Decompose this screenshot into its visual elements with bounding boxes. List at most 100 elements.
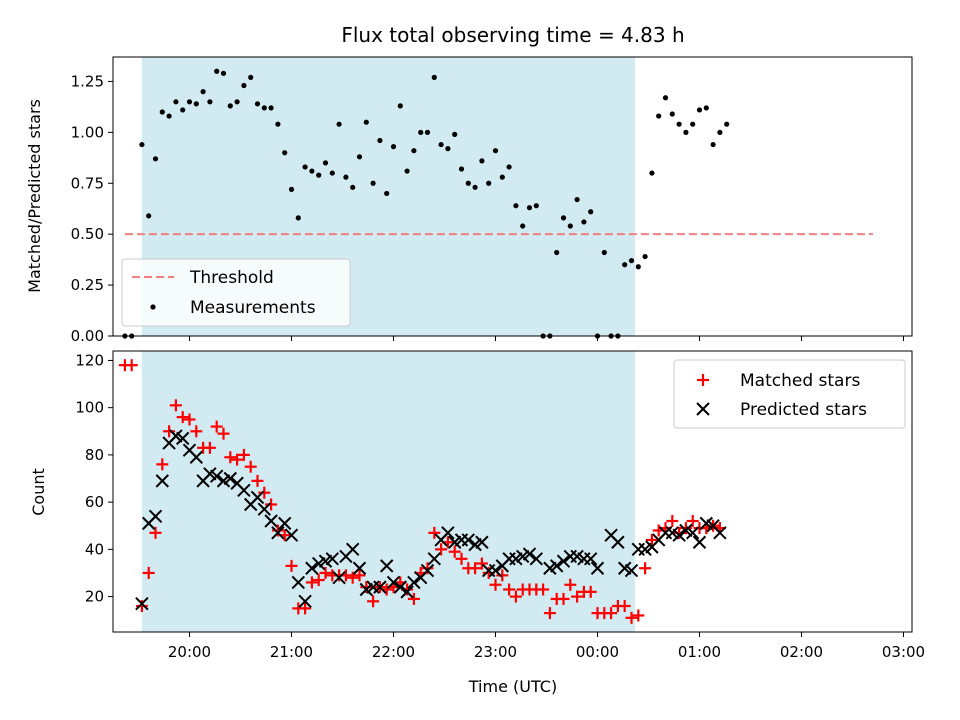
- measurement-point: [288, 186, 295, 192]
- predicted-star-point: [352, 561, 367, 575]
- bottom-y-tick-label: 80: [85, 446, 104, 464]
- predicted-star-mark-b: [529, 552, 544, 566]
- matched-star-point: [625, 611, 638, 624]
- predicted-star-point: [713, 526, 727, 540]
- predicted-star-mark-b: [257, 502, 272, 516]
- measurement-point: [601, 249, 607, 256]
- predicted-star-mark-b: [488, 563, 503, 578]
- predicted-star-point: [271, 526, 285, 540]
- matched-star-point: [271, 524, 284, 537]
- predicted-star-mark-b: [209, 469, 224, 483]
- measurement-point: [159, 109, 165, 115]
- predicted-star-mark-b: [203, 467, 217, 481]
- measurement-point: [220, 70, 227, 76]
- measurement-point: [139, 141, 145, 148]
- predicted-star-mark-b: [298, 594, 312, 609]
- measurement-point: [282, 150, 288, 156]
- predicted-star-mark-b: [604, 528, 618, 542]
- predicted-star-point: [420, 563, 435, 578]
- predicted-star-mark-b: [420, 563, 435, 578]
- matched-star-point: [142, 566, 155, 579]
- predicted-star-point: [400, 585, 414, 599]
- predicted-star-mark-b: [189, 450, 204, 464]
- matched-star-point: [367, 595, 380, 608]
- predicted-star-mark-b: [427, 552, 442, 566]
- measurement-point: [581, 219, 587, 225]
- measurement-point: [683, 129, 689, 135]
- x-tick-label: 00:00: [576, 643, 619, 661]
- matched-star-point: [231, 453, 244, 466]
- x-tick-label: 02:00: [780, 643, 823, 661]
- predicted-star-point: [325, 552, 340, 566]
- predicted-star-mark-b: [672, 528, 686, 542]
- matched-star-point: [224, 451, 237, 464]
- matched-star-point: [489, 578, 502, 591]
- measurement-point: [622, 262, 628, 268]
- top-y-axis-label: Matched/Predicted stars: [25, 99, 44, 293]
- x-tick-label: 21:00: [270, 643, 313, 661]
- predicted-star-point: [298, 594, 312, 609]
- matched-star-point: [537, 583, 550, 596]
- predicted-star-mark-b: [624, 563, 639, 578]
- measurement-point: [207, 99, 213, 105]
- measurement-point: [445, 146, 451, 152]
- predicted-star-mark-b: [611, 535, 625, 549]
- matched-star-point: [686, 515, 699, 528]
- predicted-star-point: [475, 535, 489, 549]
- matched-star-point: [312, 574, 325, 587]
- measurement-point: [458, 166, 465, 172]
- matched-star-point: [421, 562, 434, 575]
- matched-star-point: [169, 399, 182, 412]
- matched-star-point: [237, 448, 250, 461]
- threshold-legend-label: Threshold: [189, 268, 274, 288]
- measurement-point: [724, 121, 730, 127]
- measurement-point: [404, 168, 410, 174]
- predicted-star-point: [522, 547, 537, 561]
- predicted-star-point: [250, 490, 265, 505]
- matched-star-point: [455, 552, 468, 565]
- measurement-point: [180, 107, 186, 113]
- x-tick-label: 20:00: [168, 643, 211, 661]
- measurement-point: [717, 129, 723, 135]
- x-tick-label: 01:00: [678, 643, 721, 661]
- matched-star-point: [605, 607, 618, 620]
- measurement-point: [370, 180, 376, 186]
- matched-star-point: [156, 458, 169, 471]
- predicted-star-mark-b: [692, 535, 707, 549]
- predicted-star-point: [175, 431, 190, 446]
- measurement-point: [703, 105, 709, 111]
- measurement-point: [146, 213, 152, 219]
- measurement-point: [438, 141, 444, 148]
- measurement-point: [295, 215, 301, 221]
- chart-title: Flux total observing time = 4.83 h: [341, 23, 684, 47]
- measurement-point: [152, 156, 159, 162]
- matched-star-point: [258, 486, 271, 499]
- top-y-tick-label: 1.00: [71, 123, 104, 141]
- matched-star-point: [509, 590, 522, 603]
- top-legend-box: [121, 258, 351, 327]
- x-axis-label: Time (UTC): [468, 677, 557, 696]
- predicted-star-mark-b: [583, 552, 598, 566]
- matched-star-point: [360, 581, 373, 594]
- predicted-star-point: [305, 561, 319, 575]
- matched-stars-points: [118, 359, 726, 624]
- measurements-legend-label: Measurements: [190, 298, 316, 318]
- predicted-star-mark-b: [332, 570, 346, 585]
- matched-star-point: [496, 569, 509, 582]
- measurement-point: [676, 121, 682, 127]
- predicted-star-mark-b: [305, 561, 319, 575]
- predicted-star-mark-b: [284, 528, 299, 542]
- predicted-star-mark-b: [373, 580, 387, 594]
- matched-star-point: [584, 585, 597, 598]
- x-tick-label: 23:00: [474, 643, 517, 661]
- measurement-point: [343, 174, 349, 180]
- predicted-star-mark-b: [277, 516, 292, 531]
- matched-star-point: [353, 569, 366, 582]
- predicted-star-point: [624, 563, 639, 578]
- predicted-star-point: [407, 575, 421, 590]
- matched-star-point: [285, 559, 298, 572]
- matched-star-point: [435, 543, 448, 556]
- measurement-point: [656, 113, 662, 119]
- measurement-point: [329, 170, 335, 176]
- matched-star-point: [203, 441, 216, 454]
